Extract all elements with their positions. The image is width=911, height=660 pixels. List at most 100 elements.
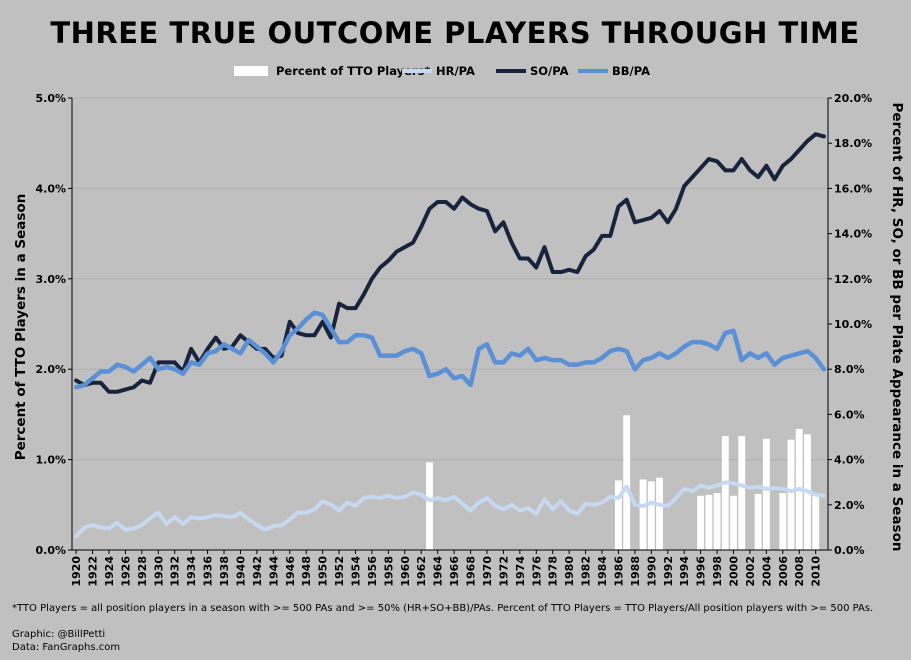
x-tick-label: 1982 bbox=[580, 556, 593, 587]
x-tick-label: 1996 bbox=[695, 556, 708, 587]
x-tick-label: 2006 bbox=[777, 556, 790, 587]
tto-bar bbox=[721, 436, 729, 550]
x-tick-label: 2000 bbox=[728, 556, 741, 587]
x-tick-label: 1940 bbox=[234, 556, 247, 587]
x-tick-label: 2010 bbox=[810, 556, 823, 587]
y-right-tick-label: 12.0% bbox=[834, 273, 872, 286]
x-tick-label: 1962 bbox=[415, 556, 428, 587]
x-tick-label: 1970 bbox=[481, 556, 494, 587]
x-tick-label: 1980 bbox=[563, 556, 576, 587]
x-tick-label: 1920 bbox=[70, 556, 83, 587]
x-tick-label: 1930 bbox=[152, 556, 165, 587]
bb-pa-line bbox=[73, 310, 827, 390]
x-tick-label: 2008 bbox=[793, 556, 806, 587]
y-right-tick-label: 6.0% bbox=[834, 408, 865, 421]
x-tick-label: 1936 bbox=[202, 556, 215, 587]
x-tick-label: 1974 bbox=[514, 556, 527, 587]
x-tick-label: 2004 bbox=[760, 556, 773, 587]
x-tick-label: 1926 bbox=[119, 556, 132, 587]
rate-lines bbox=[73, 132, 827, 539]
x-tick-label: 1988 bbox=[629, 556, 642, 587]
y-left-axis-label: Percent of TTO Players in a Season bbox=[13, 194, 29, 461]
y-left-tick-label: 4.0% bbox=[35, 182, 66, 195]
y-right-tick-label: 14.0% bbox=[834, 228, 872, 241]
tto-bar bbox=[738, 436, 746, 550]
x-tick-label: 1922 bbox=[87, 556, 100, 587]
y-right-tick-label: 4.0% bbox=[834, 454, 865, 467]
x-tick-label: 1964 bbox=[432, 556, 445, 587]
x-tick-label: 1944 bbox=[267, 556, 280, 587]
y-left-tick-label: 1.0% bbox=[35, 454, 66, 467]
credit-graphic: Graphic: @BillPetti bbox=[12, 629, 105, 640]
y-right-tick-label: 8.0% bbox=[834, 363, 865, 376]
tto-bar bbox=[730, 495, 737, 550]
tto-bar bbox=[647, 481, 655, 550]
y-left-tick-label: 5.0% bbox=[35, 92, 66, 105]
x-tick-label: 1994 bbox=[678, 556, 691, 587]
chart-legend: Percent of TTO Players* HR/PA SO/PA BB/PA bbox=[234, 64, 650, 78]
legend-label: BB/PA bbox=[612, 64, 650, 78]
x-tick-label: 1960 bbox=[399, 556, 412, 587]
x-tick-label: 1956 bbox=[366, 556, 379, 587]
x-tick-label: 1984 bbox=[596, 556, 609, 587]
y-right-axis-label: Percent of HR, SO, or BB per Plate Appea… bbox=[889, 103, 905, 552]
tto-bar bbox=[697, 495, 705, 550]
x-tick-label: 1978 bbox=[547, 556, 560, 587]
tto-bar bbox=[754, 493, 762, 550]
y-right-tick-label: 2.0% bbox=[834, 499, 865, 512]
x-tick-label: 1950 bbox=[317, 556, 330, 587]
credit-data: Data: FanGraphs.com bbox=[12, 642, 120, 653]
x-tick-label: 1932 bbox=[169, 556, 182, 587]
x-tick-label: 1986 bbox=[612, 556, 625, 587]
x-tick-label: 1990 bbox=[645, 556, 658, 587]
y-left-tick-label: 0.0% bbox=[35, 544, 66, 557]
x-tick-label: 1928 bbox=[136, 556, 149, 587]
x-tick-label: 1942 bbox=[251, 556, 264, 587]
x-tick-label: 1976 bbox=[530, 556, 543, 587]
tto-bar bbox=[787, 439, 795, 550]
tto-bar bbox=[705, 494, 713, 550]
x-tick-label: 1924 bbox=[103, 556, 116, 587]
tto-bar bbox=[656, 477, 663, 550]
x-tick-label: 1952 bbox=[333, 556, 346, 587]
y-right-tick-label: 16.0% bbox=[834, 182, 872, 195]
x-tick-label: 2002 bbox=[744, 556, 757, 587]
so-pa-line bbox=[74, 132, 826, 394]
y-right-tick-label: 18.0% bbox=[834, 137, 872, 150]
tto-bar bbox=[762, 438, 770, 550]
x-tick-label: 1948 bbox=[300, 556, 313, 587]
y-right-tick-label: 0.0% bbox=[834, 544, 865, 557]
tto-bar bbox=[615, 480, 622, 550]
tto-bar bbox=[426, 462, 433, 550]
x-tick-label: 1998 bbox=[711, 556, 724, 587]
tick-labels: 0.0% 1.0% 2.0% 3.0% 4.0% 5.0% 0.0% 2.0% 4.0% 6.0%… bbox=[35, 92, 872, 587]
grid bbox=[72, 97, 828, 551]
legend-label: HR/PA bbox=[436, 64, 475, 78]
x-tick-label: 1934 bbox=[185, 556, 198, 587]
tto-bar bbox=[713, 493, 721, 550]
x-tick-label: 1972 bbox=[497, 556, 510, 587]
x-tick-label: 1946 bbox=[284, 556, 297, 587]
x-tick-label: 1954 bbox=[350, 556, 363, 587]
legend-label: SO/PA bbox=[530, 64, 569, 78]
x-tick-label: 1958 bbox=[382, 556, 395, 587]
y-left-tick-label: 2.0% bbox=[35, 363, 66, 376]
footnote: *TTO Players = all position players in a… bbox=[12, 603, 873, 614]
tto-bar bbox=[623, 415, 631, 550]
tto-bar bbox=[779, 493, 787, 550]
x-tick-label: 1966 bbox=[448, 556, 461, 587]
chart-title: THREE TRUE OUTCOME PLAYERS THROUGH TIME bbox=[50, 16, 859, 50]
y-right-tick-label: 20.0% bbox=[834, 92, 872, 105]
tto-bars bbox=[426, 415, 820, 550]
tto-bar bbox=[639, 479, 647, 550]
y-right-tick-label: 10.0% bbox=[834, 318, 872, 331]
x-tick-label: 1992 bbox=[662, 556, 675, 587]
y-left-tick-label: 3.0% bbox=[35, 273, 66, 286]
legend-label: Percent of TTO Players* bbox=[276, 64, 430, 78]
axes bbox=[71, 98, 829, 551]
legend-swatch-bar bbox=[234, 66, 268, 76]
x-tick-label: 1938 bbox=[218, 556, 231, 587]
x-tick-label: 1968 bbox=[465, 556, 478, 587]
hr-pa-line bbox=[74, 480, 826, 539]
